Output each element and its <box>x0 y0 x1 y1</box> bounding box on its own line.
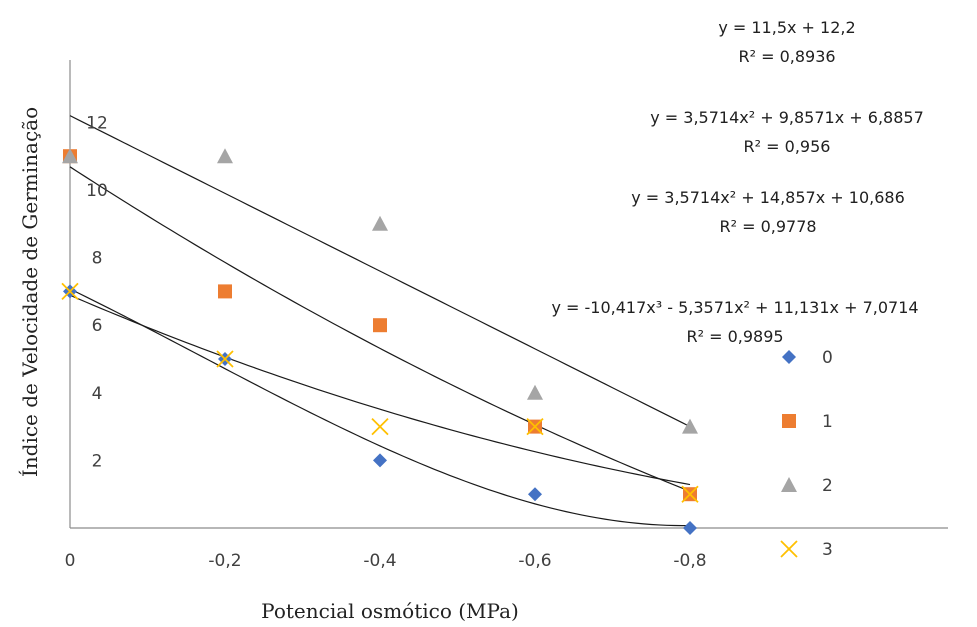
trendline-2 <box>69 294 691 486</box>
data-point-series-2 <box>527 384 543 400</box>
x-tick-label: -0,4 <box>363 551 396 571</box>
legend-item-3: 3 <box>780 540 833 560</box>
x-tick-label: -0,2 <box>208 551 241 571</box>
legend: 0 1 2 3 <box>780 348 833 560</box>
tick-labels: 2 4 6 8 10 12 0 -0,2 -0,4 -0,6 -0,8 <box>65 113 707 571</box>
trendline-r2: R² = 0,9895 <box>686 327 783 346</box>
x-tick-label: 0 <box>65 551 76 571</box>
trendline-r2: R² = 0,9778 <box>719 217 816 236</box>
data-point-series-1 <box>373 318 387 333</box>
legend-label: 3 <box>822 540 833 560</box>
data-point-series-3 <box>216 350 234 368</box>
trendline-equations: y = 11,5x + 12,2 R² = 0,8936 y = 3,5714x² … <box>551 18 923 346</box>
y-tick-label: 12 <box>86 113 108 133</box>
axes <box>69 60 948 529</box>
legend-marker <box>781 477 797 492</box>
legend-item-0: 0 <box>782 348 833 368</box>
data-point-series-3 <box>526 417 544 436</box>
legend-item-2: 2 <box>781 476 833 496</box>
y-tick-label: 8 <box>92 249 103 269</box>
y-tick-label: 6 <box>92 316 103 336</box>
legend-label: 1 <box>822 412 833 432</box>
trendline-equation: y = 11,5x + 12,2 <box>718 18 855 37</box>
trendline-equation: y = 3,5714x² + 14,857x + 10,686 <box>631 188 905 207</box>
data-point-series-0 <box>528 487 542 502</box>
data-point-series-3 <box>371 417 389 436</box>
data-point-series-1 <box>218 284 232 299</box>
y-tick-label: 10 <box>86 181 108 201</box>
trendlines <box>69 115 691 527</box>
data-point-series-3 <box>681 485 699 503</box>
data-point-series-3 <box>61 282 79 301</box>
legend-label: 0 <box>822 348 833 368</box>
data-point-series-2 <box>372 215 388 231</box>
data-point-series-2 <box>217 148 233 164</box>
trendline-3 <box>69 166 691 492</box>
y-tick-label: 2 <box>92 451 103 471</box>
legend-item-1: 1 <box>782 412 833 432</box>
trendline-4 <box>69 288 691 527</box>
y-axis-title: Índice de Velocidade de Germinação <box>18 107 42 477</box>
trendline-r2: R² = 0,956 <box>744 137 831 156</box>
data-point-series-2 <box>682 418 698 434</box>
trendline-r2: R² = 0,8936 <box>738 47 835 66</box>
trendline-1 <box>69 115 691 428</box>
legend-marker <box>782 350 796 364</box>
data-point-series-2 <box>62 148 78 164</box>
y-tick-label: 4 <box>92 384 103 404</box>
trendline-equation: y = -10,417x³ - 5,3571x² + 11,131x + 7,0… <box>551 298 918 317</box>
data-point-series-0 <box>683 521 697 535</box>
x-axis-title: Potencial osmótico (MPa) <box>261 599 519 623</box>
legend-marker <box>780 540 798 558</box>
trendline-equation: y = 3,5714x² + 9,8571x + 6,8857 <box>650 108 924 127</box>
x-tick-label: -0,6 <box>518 551 551 571</box>
x-tick-label: -0,8 <box>673 551 706 571</box>
legend-label: 2 <box>822 476 833 496</box>
data-points <box>61 148 699 535</box>
legend-marker <box>782 414 796 428</box>
data-point-series-0 <box>373 453 387 468</box>
